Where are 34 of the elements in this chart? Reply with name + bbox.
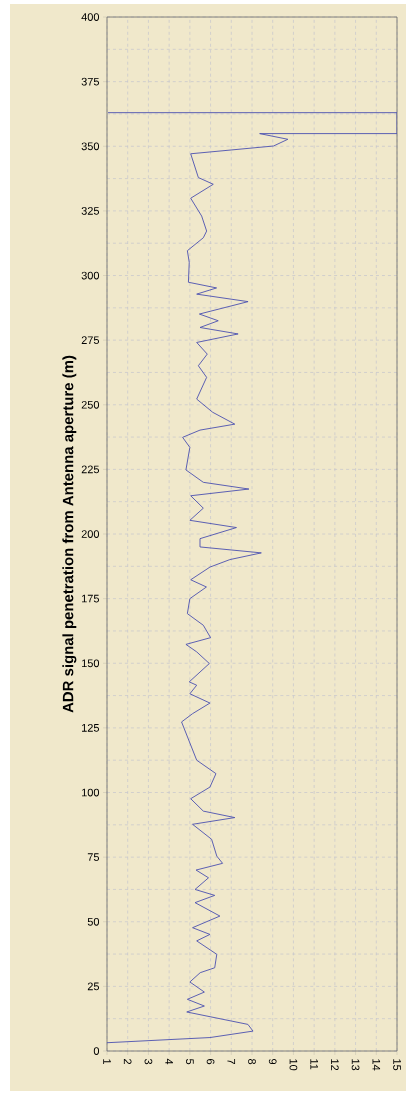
x-tick-label: 11 — [310, 1059, 318, 1070]
y-tick-label: 200 — [81, 530, 100, 538]
y-tick-label: 75 — [87, 853, 100, 861]
x-tick-label: 13 — [351, 1059, 360, 1071]
y-tick-label: 25 — [87, 982, 100, 991]
x-tick-label: 3 — [144, 1058, 153, 1065]
x-tick-label: 1 — [103, 1059, 111, 1065]
x-tick-label: 4 — [165, 1058, 173, 1065]
y-tick-label: 375 — [81, 77, 100, 86]
y-tick-label: 250 — [81, 400, 100, 409]
y-tick-label: 0 — [93, 1047, 100, 1055]
x-tick-label: 5 — [186, 1058, 194, 1065]
y-tick-label: 50 — [87, 917, 100, 926]
y-tick-label: 100 — [82, 788, 100, 797]
x-tick-label: 2 — [123, 1059, 132, 1065]
x-tick-label: 14 — [372, 1059, 381, 1071]
y-tick-label: 125 — [82, 724, 100, 732]
y-tick-label: 225 — [81, 465, 100, 474]
y-tick-label: 175 — [82, 594, 100, 603]
x-tick-label: 10 — [289, 1059, 298, 1071]
x-tick-label: 9 — [268, 1059, 277, 1065]
x-tick-label: 15 — [393, 1059, 401, 1071]
y-tick-label: 400 — [81, 13, 100, 21]
y-tick-label: 150 — [82, 659, 100, 668]
x-tick-label: 6 — [206, 1059, 215, 1065]
x-tick-label: 7 — [227, 1059, 236, 1065]
y-tick-label: 300 — [81, 271, 100, 280]
y-axis-title: ADR signal penetration from Antenna aperture (m) — [62, 355, 77, 713]
x-tick-label: 8 — [248, 1058, 256, 1065]
y-tick-label: 350 — [81, 142, 100, 151]
y-tick-label: 325 — [81, 207, 100, 215]
x-tick-label: 12 — [331, 1059, 339, 1071]
line-series — [107, 112, 397, 1044]
y-tick-label: 275 — [81, 336, 100, 345]
